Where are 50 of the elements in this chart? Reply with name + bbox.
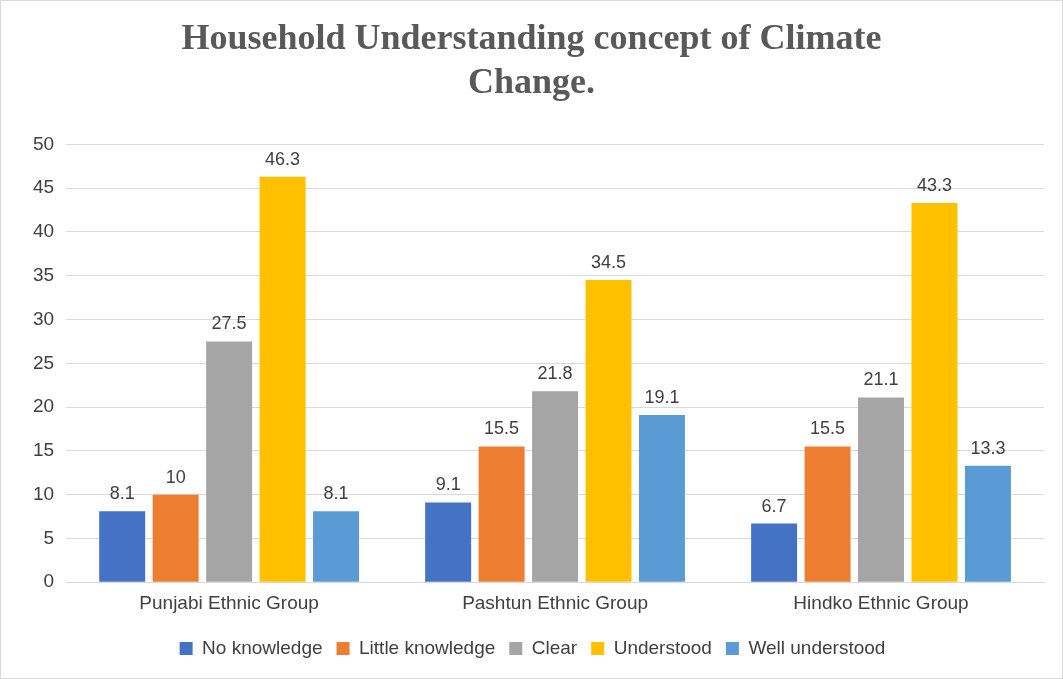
y-tick-label: 35: [32, 263, 55, 285]
data-label: 8.1: [323, 483, 349, 504]
bar: [206, 341, 253, 582]
data-label: 21.8: [537, 363, 573, 384]
bar: [911, 203, 958, 582]
bar: [585, 280, 632, 582]
y-tick-label: 45: [32, 176, 55, 198]
y-tick-label: 50: [32, 132, 55, 154]
bar: [638, 414, 685, 582]
data-label: 19.1: [644, 386, 680, 407]
bar: [313, 511, 360, 582]
data-label: 10: [165, 466, 186, 487]
y-tick-label: 0: [43, 570, 55, 592]
bar: [152, 494, 199, 582]
y-tick-label: 10: [32, 482, 55, 504]
x-tick-label: Punjabi Ethnic Group: [139, 591, 319, 613]
legend-label: Clear: [531, 636, 578, 658]
y-tick-label: 40: [32, 220, 55, 242]
data-label: 6.7: [761, 495, 787, 516]
y-tick-label: 5: [43, 526, 55, 548]
data-label: 15.5: [810, 418, 846, 439]
x-tick-label: Hindko Ethnic Group: [793, 591, 969, 613]
data-label: 13.3: [970, 437, 1006, 458]
bar: [478, 446, 525, 582]
data-label: 43.3: [916, 175, 952, 196]
bar: [425, 502, 472, 582]
bar: [532, 391, 579, 582]
y-tick-label: 15: [32, 439, 55, 461]
x-tick-label: Pashtun Ethnic Group: [462, 591, 649, 613]
data-label: 46.3: [265, 148, 301, 169]
legend-label: Little knowledge: [359, 636, 496, 658]
data-label: 34.5: [591, 252, 627, 273]
bar: [99, 511, 146, 582]
bar: [804, 446, 851, 582]
y-tick-label: 20: [32, 395, 55, 417]
data-label: 21.1: [863, 369, 899, 390]
bar: [751, 523, 798, 582]
bar: [259, 176, 306, 582]
bar: [858, 397, 905, 582]
data-label: 8.1: [109, 483, 135, 504]
bar: [964, 465, 1011, 582]
y-tick-label: 25: [32, 351, 55, 373]
legend-label: No knowledge: [202, 636, 323, 658]
data-label: 9.1: [435, 474, 461, 495]
data-label: 27.5: [211, 313, 247, 334]
chart-title: Household Understanding concept of Climate Change.: [180, 16, 883, 103]
legend-label: Understood: [613, 636, 712, 658]
legend-label: Well understood: [748, 636, 886, 658]
y-tick-label: 30: [32, 307, 55, 329]
data-label: 15.5: [484, 418, 520, 439]
